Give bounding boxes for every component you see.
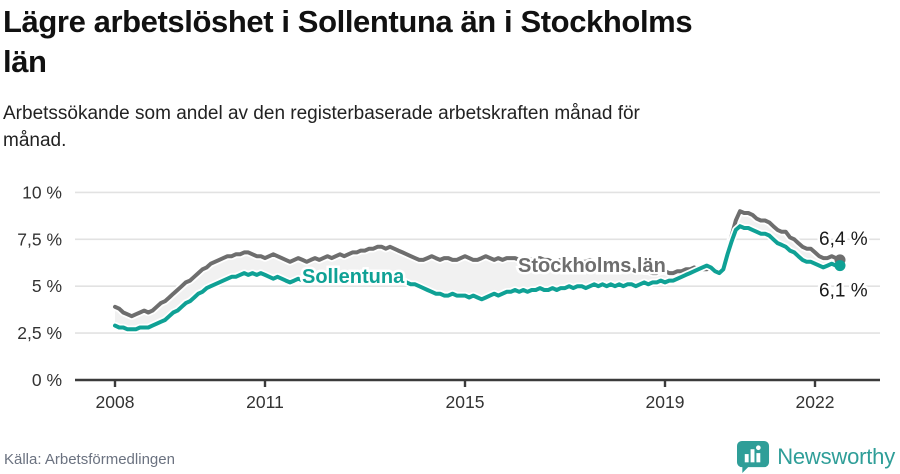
line-chart: 0 % 2,5 % 5 % 7,5 % 10 % 2008 2011 2015 2019 2022… xyxy=(0,175,900,420)
x-axis-tick-label: 2008 xyxy=(96,392,135,412)
y-axis-tick-label: 5 % xyxy=(32,276,62,296)
newsworthy-logo-text: Newsworthy xyxy=(777,443,895,469)
page-title: Lägre arbetslöshet i Sollentuna än i Sto… xyxy=(3,4,693,79)
x-axis-tick-label: 2011 xyxy=(246,392,284,412)
end-label-stockholms-lan: 6,4 % xyxy=(819,229,868,250)
line-sollentuna xyxy=(113,224,842,332)
newsworthy-logo-icon xyxy=(737,440,770,473)
newsworthy-brand: Newsworthy xyxy=(737,440,895,473)
series-label-sollentuna: Sollentuna xyxy=(302,266,405,288)
y-axis-tick-label: 10 % xyxy=(22,182,62,202)
y-axis-tick-label: 0 % xyxy=(32,370,62,390)
source-note: Källa: Arbetsförmedlingen xyxy=(4,451,175,468)
x-axis-tick-label: 2019 xyxy=(646,392,685,412)
chart-svg: 0 % 2,5 % 5 % 7,5 % 10 % 2008 2011 2015 2019 2022… xyxy=(17,182,880,412)
band-between-series xyxy=(115,211,840,330)
x-axis-tick-label: 2015 xyxy=(446,392,485,412)
y-axis-tick-label: 2,5 % xyxy=(17,323,62,343)
x-axis-tick-label: 2022 xyxy=(796,392,835,412)
page-subtitle: Arbetssökande som andel av den registerb… xyxy=(3,103,640,151)
series-label-stockholms-lan: Stockholms län xyxy=(518,255,666,277)
y-axis-tick-label: 7,5 % xyxy=(17,229,62,249)
end-label-sollentuna: 6,1 % xyxy=(819,281,868,302)
end-dot-sollentuna xyxy=(834,260,846,272)
